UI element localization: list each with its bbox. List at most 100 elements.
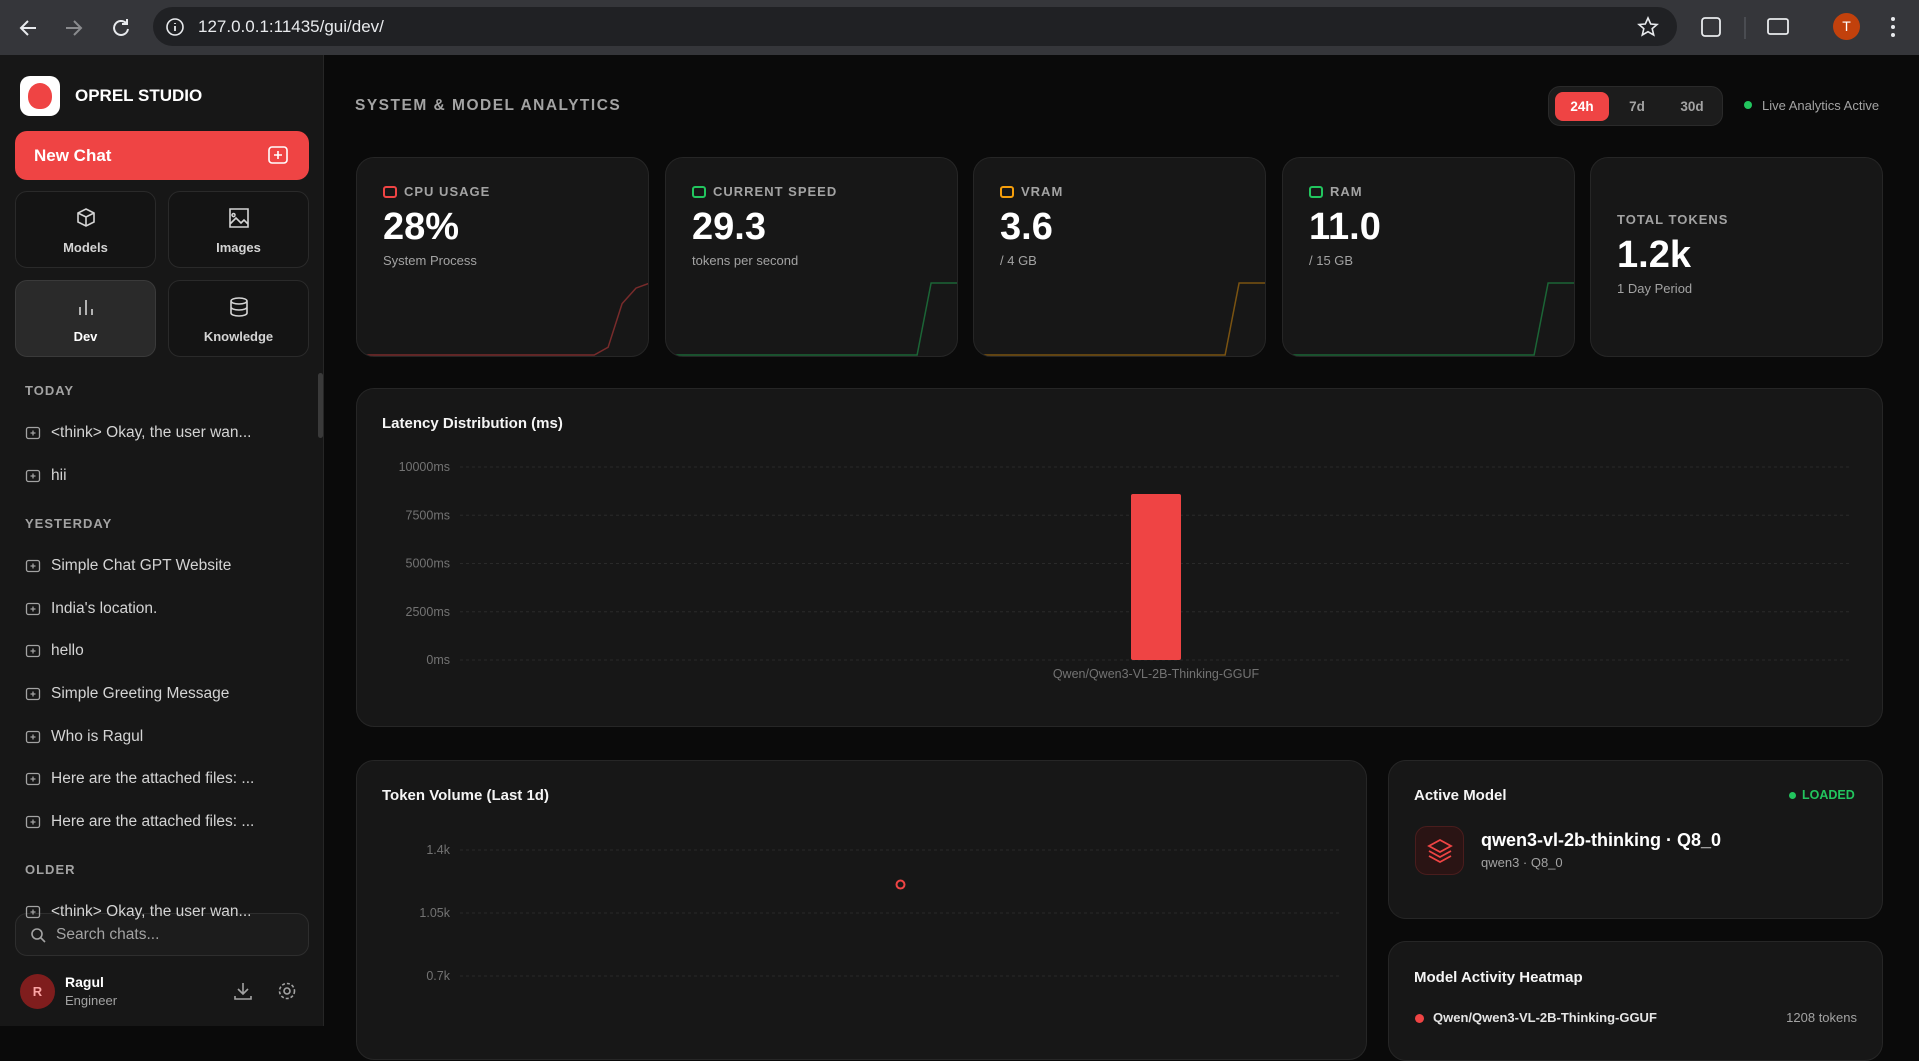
range-toggle: 24h 7d 30d	[1548, 86, 1723, 126]
section-title: OLDER	[25, 862, 76, 878]
stat-sub: 1 Day Period	[1617, 281, 1693, 296]
nav-label: Images	[216, 240, 261, 255]
y-tick-label: 2500ms	[406, 605, 450, 619]
url: 127.0.0.1:11435/gui/dev/	[198, 17, 384, 36]
section-title: YESTERDAY	[25, 516, 113, 532]
nav-label: Models	[63, 240, 108, 255]
chart-title: Latency Distribution (ms)	[382, 415, 563, 432]
chat-icon	[25, 602, 41, 615]
menu-icon[interactable]	[1888, 14, 1898, 40]
model-icon	[1415, 826, 1464, 875]
nav-tile[interactable]: Dev	[15, 280, 156, 357]
model-status: LOADED	[1802, 788, 1855, 802]
chat-item[interactable]: India's location.	[51, 599, 158, 617]
active-model-title: Active Model	[1414, 787, 1507, 804]
stat-sub: / 4 GB	[1000, 253, 1037, 268]
stat-label: VRAM	[1021, 184, 1064, 199]
browser-actions[interactable]	[1700, 13, 1900, 43]
y-tick-label: 5000ms	[406, 557, 450, 571]
user-role: Engineer	[65, 993, 118, 1008]
sparkline-path	[1283, 282, 1574, 356]
nav-tile[interactable]: Knowledge	[168, 280, 309, 357]
star-icon[interactable]	[1637, 16, 1659, 38]
new-chat-icon	[268, 146, 288, 164]
active-model-panel: Active Model LOADED qwen3-vl-2b-thinking…	[1388, 760, 1883, 919]
chat-item[interactable]: hii	[51, 466, 67, 484]
sparkline	[666, 282, 957, 356]
range-button[interactable]: 30d	[1680, 99, 1704, 114]
nav-icon	[230, 297, 248, 317]
profile-avatar[interactable]: T	[1833, 13, 1860, 40]
token-volume-chart: 0.7k 1.05k 1.4k	[419, 843, 1341, 983]
chat-item[interactable]: Who is Ragul	[51, 727, 144, 745]
section-title: TODAY	[25, 383, 75, 398]
search-icon	[31, 928, 46, 943]
chat-item[interactable]: Here are the attached files: ...	[51, 812, 255, 830]
stat-icon	[1309, 186, 1323, 198]
nav-buttons[interactable]	[14, 14, 164, 42]
range-button[interactable]: 24h	[1555, 92, 1609, 121]
chat-icon	[25, 730, 41, 743]
sparkline-path	[666, 282, 957, 356]
chat-item[interactable]: Simple Chat GPT Website	[51, 557, 232, 575]
stat-label: RAM	[1330, 184, 1363, 199]
main: SYSTEM & MODEL ANALYTICS 24h 7d 30d Live A…	[355, 86, 1883, 1061]
heatmap-model: Qwen/Qwen3-VL-2B-Thinking-GGUF	[1433, 1010, 1657, 1025]
nav-icon	[229, 208, 249, 228]
model-sub: qwen3 · Q8_0	[1481, 855, 1563, 870]
stat-card: RAM 11.0 / 15 GB	[1282, 157, 1575, 357]
y-tick-label: 7500ms	[406, 508, 450, 522]
stat-value: 28%	[383, 206, 460, 248]
stat-sub: / 15 GB	[1309, 253, 1354, 268]
user-actions[interactable]	[233, 981, 303, 1001]
chat-item[interactable]: hello	[51, 642, 84, 660]
stat-value: 1.2k	[1617, 234, 1691, 276]
heatmap-panel: Model Activity Heatmap Qwen/Qwen3-VL-2B-…	[1388, 941, 1883, 1061]
stat-sub: System Process	[383, 253, 477, 268]
chat-item[interactable]: <think> Okay, the user wan...	[51, 903, 252, 921]
stat-card: TOTAL TOKENS 1.2k 1 Day Period	[1590, 157, 1883, 357]
y-tick-label: 10000ms	[399, 460, 450, 474]
stat-value: 3.6	[1000, 206, 1053, 248]
chat-item[interactable]: Here are the attached files: ...	[51, 770, 255, 788]
y-tick-label: 1.4k	[426, 843, 450, 857]
chat-icon	[25, 815, 41, 828]
new-chat-button[interactable]: New Chat	[15, 131, 309, 180]
stat-card: CURRENT SPEED 29.3 tokens per second	[665, 157, 958, 357]
browser-bar: 127.0.0.1:11435/gui/dev/ T	[0, 0, 1919, 55]
brand: OPREL STUDIO	[75, 86, 203, 105]
chat-icon	[25, 773, 41, 786]
stat-label: CURRENT SPEED	[713, 184, 838, 199]
stat-icon	[1000, 186, 1014, 198]
status-dot	[1789, 792, 1796, 799]
latency-panel: Latency Distribution (ms) 0ms 2500ms 5000m…	[356, 388, 1883, 727]
nav-tile[interactable]: Images	[168, 191, 309, 268]
model-name: qwen3-vl-2b-thinking · Q8_0	[1481, 830, 1722, 850]
heatmap-dot	[1415, 1014, 1424, 1023]
chat-item[interactable]: Simple Greeting Message	[51, 685, 230, 702]
live-dot	[1744, 101, 1752, 109]
chat-icon	[25, 645, 41, 658]
address-bar[interactable]: 127.0.0.1:11435/gui/dev/	[153, 7, 1677, 46]
y-tick-label: 0ms	[426, 653, 450, 667]
nav-label: Knowledge	[203, 329, 274, 344]
search-box[interactable]: Search chats...	[15, 913, 309, 956]
y-tick-label: 0.7k	[426, 969, 450, 983]
latency-chart: 0ms 2500ms 5000ms 7500ms 10000ms Qwen/Qwen3-V…	[399, 460, 1852, 681]
chat-icon	[25, 906, 41, 919]
range-button[interactable]: 7d	[1629, 99, 1645, 114]
heatmap-tokens: 1208 tokens	[1786, 1010, 1857, 1025]
stat-card: VRAM 3.6 / 4 GB	[973, 157, 1266, 357]
page-title: SYSTEM & MODEL ANALYTICS	[355, 97, 622, 114]
stat-label: TOTAL TOKENS	[1617, 212, 1729, 227]
info-icon	[166, 18, 184, 36]
nav-icon	[77, 208, 95, 227]
sparkline-path	[357, 282, 648, 356]
scrollbar	[318, 373, 323, 438]
y-tick-label: 1.05k	[419, 906, 450, 920]
sparkline	[1283, 282, 1574, 356]
nav-tile[interactable]: Models	[15, 191, 156, 268]
nav-icon	[79, 300, 93, 315]
chat-item[interactable]: <think> Okay, the user wan...	[51, 424, 252, 441]
